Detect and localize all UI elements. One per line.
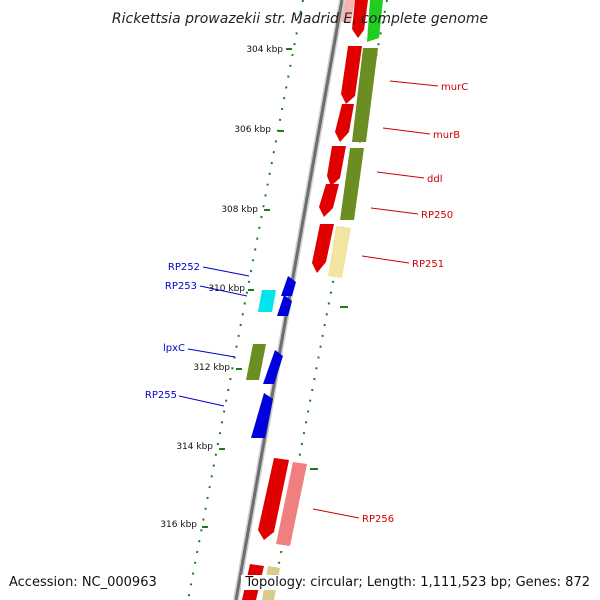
gene-label[interactable]: ddl xyxy=(427,174,442,185)
gene-arrow[interactable] xyxy=(312,224,334,273)
accession-label: Accession: NC_000963 xyxy=(9,575,161,590)
gene-label[interactable]: RP251 xyxy=(412,259,444,270)
gene-arrow[interactable] xyxy=(258,290,276,312)
gene-arrow[interactable] xyxy=(341,46,362,104)
tick-label: 312 kbp xyxy=(193,363,230,373)
tick-label: 308 kbp xyxy=(221,205,258,215)
gene-arrow[interactable] xyxy=(352,0,368,38)
gene-arrow[interactable] xyxy=(258,458,289,540)
gene-arrow[interactable] xyxy=(246,344,266,380)
gene-arrow[interactable] xyxy=(327,146,346,186)
leader-line xyxy=(312,508,360,519)
gene-label[interactable]: RP252 xyxy=(168,262,200,273)
gene-arrow[interactable] xyxy=(328,226,351,278)
gene-arrow[interactable] xyxy=(319,184,339,217)
gene-arrow[interactable] xyxy=(277,295,292,316)
genome-stats: Topology: circular; Length: 1,111,523 bp… xyxy=(241,575,590,590)
gene-label[interactable]: RP250 xyxy=(421,210,453,221)
gene-label[interactable]: RP256 xyxy=(362,514,394,525)
gene-label[interactable]: murB xyxy=(433,130,460,141)
tick-label: 306 kbp xyxy=(234,125,271,135)
leader-line xyxy=(202,266,250,277)
leader-line xyxy=(382,127,431,135)
gene-arrow[interactable] xyxy=(352,48,378,142)
gene-label[interactable]: lpxC xyxy=(163,343,185,354)
gene-labels: murC murB ddl RP250 RP251 RP252 RP253 lp… xyxy=(145,80,468,525)
leader-line xyxy=(370,207,419,215)
tick-label: 304 kbp xyxy=(246,45,283,55)
gene-label[interactable]: RP255 xyxy=(145,390,177,401)
tick-label: 310 kbp xyxy=(208,284,245,294)
map-title: Rickettsia prowazekii str. Madrid E, com… xyxy=(112,11,488,27)
gene-arrow[interactable] xyxy=(340,148,364,220)
gene-arrow[interactable] xyxy=(251,393,273,438)
leader-line xyxy=(389,80,439,87)
gene-arrow[interactable] xyxy=(276,462,307,546)
gene-arrow[interactable] xyxy=(335,104,354,142)
forward-genes xyxy=(242,0,383,600)
gene-arrow[interactable] xyxy=(263,350,283,384)
gene-label[interactable]: RP253 xyxy=(165,281,197,292)
tick-label: 314 kbp xyxy=(176,442,213,452)
gene-label[interactable]: murC xyxy=(441,82,468,93)
gene-arrow[interactable] xyxy=(367,0,383,42)
leader-line xyxy=(376,171,425,179)
leader-line xyxy=(187,348,236,358)
tick-label: 316 kbp xyxy=(160,520,197,530)
gene-arrow[interactable] xyxy=(341,0,355,22)
leader-line xyxy=(199,285,248,297)
tick-marks: 304 kbp 306 kbp 308 kbp 310 kbp 312 kbp … xyxy=(160,45,348,530)
leader-line xyxy=(178,395,225,407)
gene-arrow[interactable] xyxy=(281,276,296,296)
reverse-genes xyxy=(246,276,296,438)
leader-line xyxy=(361,255,410,264)
